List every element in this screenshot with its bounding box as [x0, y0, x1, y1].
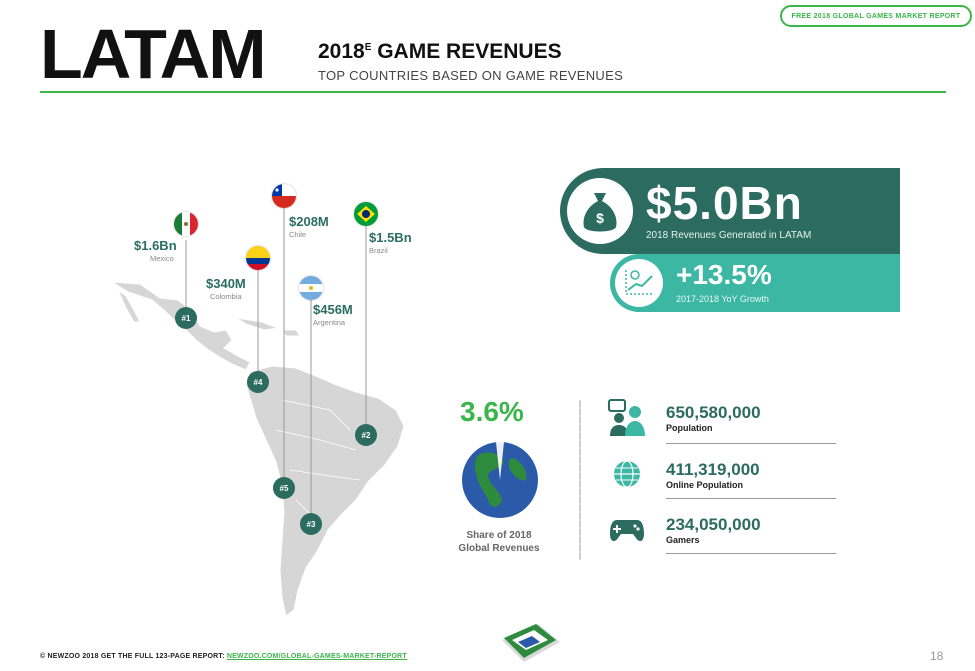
footer-copyright: © NEWZOO 2018: [40, 653, 99, 660]
population-value: 650,580,000: [666, 403, 761, 422]
brazil-flag-icon: [354, 202, 378, 226]
title-estimate-mark: E: [364, 42, 372, 53]
page-subtitle: TOP COUNTRIES BASED ON GAME REVENUES: [318, 68, 624, 83]
total-revenue-caption: 2018 Revenues Generated in LATAM: [646, 230, 812, 241]
global-share-caption-line2: Global Revenues: [458, 543, 540, 554]
argentina-label: Argentina: [313, 318, 346, 327]
rank-marker-mexico: #1: [175, 307, 197, 329]
dotted-divider: [579, 400, 581, 560]
online-population-rule: [666, 498, 836, 499]
footer: © NEWZOO 2018 GET THE FULL 123-PAGE REPO…: [40, 653, 407, 660]
chile-flag-icon: [272, 184, 296, 208]
border-line-1: [281, 399, 351, 431]
hispaniola-shape: [281, 329, 301, 337]
report-badge-link[interactable]: FREE 2018 GLOBAL GAMES MARKET REPORT: [780, 5, 972, 27]
rank-marker-colombia: #4: [247, 371, 269, 393]
growth-chart-icon: [615, 259, 663, 307]
report-thumbnail-icon[interactable]: [498, 620, 564, 666]
population-rule: [666, 443, 836, 444]
argentina-revenue: $456M: [313, 302, 353, 317]
money-bag-icon: $: [567, 178, 633, 244]
title-rest: GAME REVENUES: [371, 40, 562, 63]
south-america-shape: [245, 365, 405, 617]
brazil-label: Brazil: [369, 246, 388, 255]
colombia-flag-icon: [246, 246, 270, 270]
footer-cta: GET THE FULL 123-PAGE REPORT:: [100, 653, 225, 660]
rank-marker-argentina: #3: [300, 513, 322, 535]
global-share-caption-line1: Share of 2018: [466, 530, 532, 541]
money-bag-symbol: $: [596, 210, 604, 226]
argentina-flag-icon: [299, 276, 323, 300]
rank-marker-brazil: #2: [355, 424, 377, 446]
growth-value: +13.5%: [676, 259, 772, 290]
rank-marker-chile: #5: [273, 477, 295, 499]
chile-label: Chile: [289, 230, 307, 239]
online-population-label: Online Population: [666, 480, 743, 490]
brazil-revenue: $1.5Bn: [369, 230, 412, 245]
page-number: 18: [930, 649, 944, 663]
growth-caption: 2017-2018 YoY Growth: [676, 294, 769, 304]
baja-shape: [116, 288, 141, 323]
globe-icon: [614, 460, 640, 488]
colombia-label: Colombia: [210, 292, 242, 301]
people-icon: [608, 399, 645, 436]
mexico-label: Mexico: [150, 254, 174, 263]
population-label: Population: [666, 423, 713, 433]
total-revenue-value: $5.0Bn: [646, 177, 803, 229]
border-line-3: [289, 469, 361, 481]
online-population-value: 411,319,000: [666, 460, 760, 479]
gamers-rule: [666, 553, 836, 554]
gamers-label: Gamers: [666, 535, 700, 545]
page-title: 2018E GAME REVENUES: [318, 40, 562, 64]
global-share-value: 3.6%: [460, 396, 524, 427]
global-share-caption: Share of 2018 Global Revenues: [445, 529, 553, 555]
report-link[interactable]: NEWZOO.COM/GLOBAL-GAMES-MARKET-REPORT: [226, 653, 407, 660]
region-title: LATAM: [40, 15, 267, 93]
mexico-revenue: $1.6Bn: [134, 238, 177, 253]
globe-share-icon: [462, 442, 538, 518]
chile-revenue: $208M: [289, 214, 329, 229]
gamepad-icon: [610, 520, 644, 542]
header-divider: [40, 91, 946, 93]
cuba-shape: [235, 317, 279, 331]
colombia-revenue: $340M: [206, 276, 246, 291]
title-year: 2018: [318, 40, 365, 63]
mexico-flag-icon: [174, 212, 198, 236]
border-line-2: [275, 429, 357, 451]
gamers-value: 234,050,000: [666, 515, 761, 534]
